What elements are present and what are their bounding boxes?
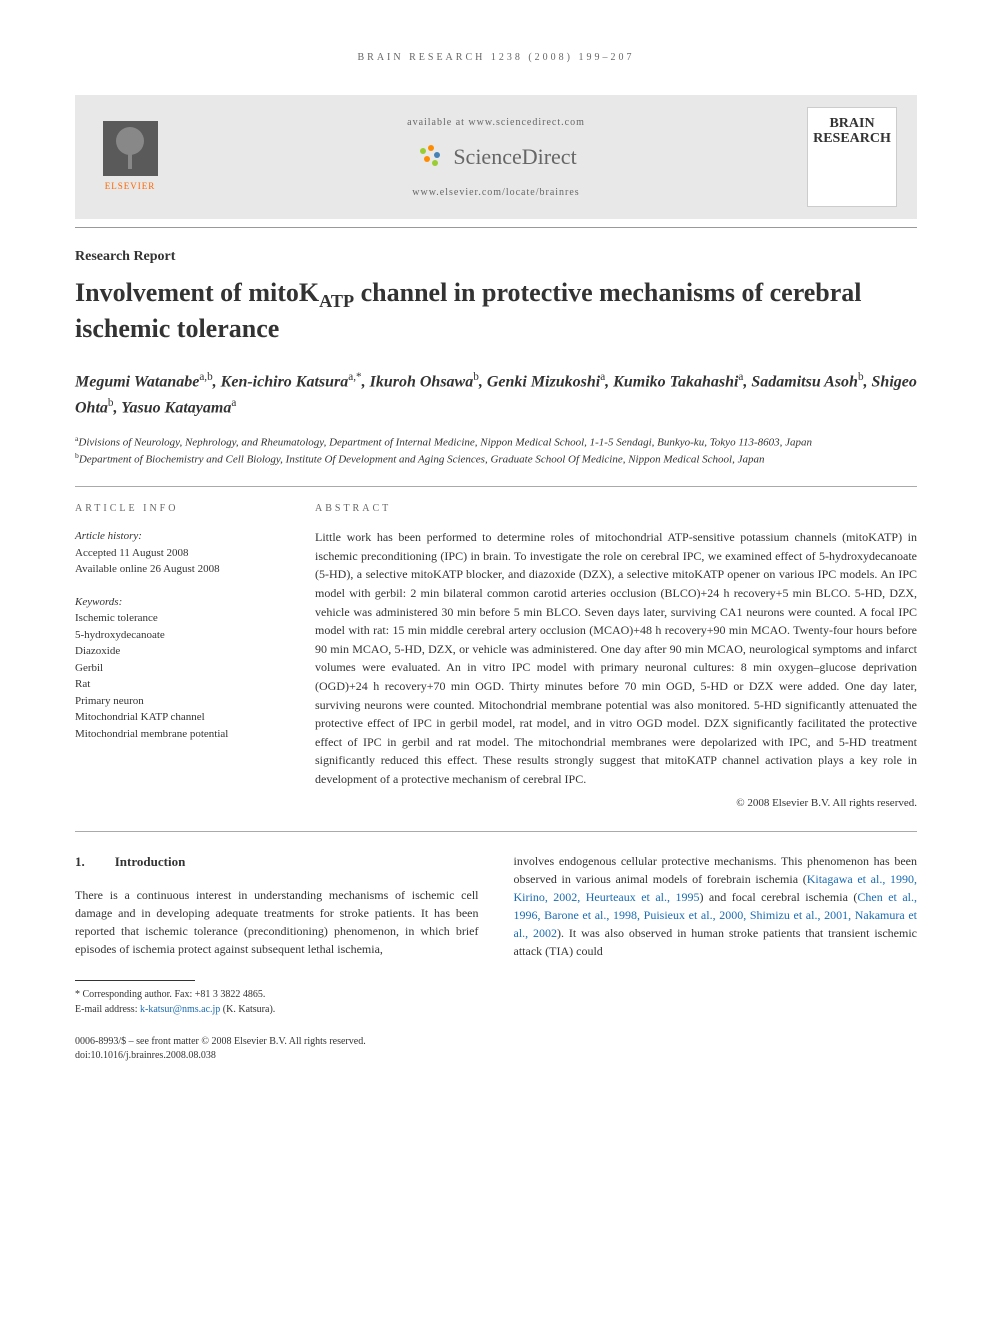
keyword: Rat — [75, 676, 275, 693]
journal-cover: BRAIN RESEARCH — [807, 107, 897, 207]
body-col-right: involves endogenous cellular protective … — [514, 852, 918, 1017]
journal-cover-line1: BRAIN — [829, 116, 874, 131]
author-4: Genki Mizukoshi — [487, 374, 600, 391]
title-part1: Involvement of mitoK — [75, 278, 319, 307]
keyword: Primary neuron — [75, 693, 275, 710]
journal-url[interactable]: www.elsevier.com/locate/brainres — [185, 185, 807, 200]
authors: Megumi Watanabea,b, Ken-ichiro Katsuraa,… — [75, 369, 917, 420]
author-5: Kumiko Takahashi — [613, 374, 738, 391]
email-label: E-mail address: — [75, 1004, 140, 1015]
article-title: Involvement of mitoKATP channel in prote… — [75, 277, 917, 345]
section-1-heading: 1. Introduction — [75, 852, 479, 872]
sciencedirect-icon — [415, 141, 445, 171]
affiliation-b: bDepartment of Biochemistry and Cell Bio… — [75, 451, 917, 468]
affiliation-a: aDivisions of Neurology, Nephrology, and… — [75, 434, 917, 451]
article-type: Research Report — [75, 246, 917, 267]
keyword: Gerbil — [75, 660, 275, 677]
author-2-aff: a, — [348, 371, 356, 383]
keyword: Mitochondrial membrane potential — [75, 726, 275, 743]
author-6: Sadamitsu Asoh — [751, 374, 858, 391]
author-3-aff: b — [473, 371, 479, 383]
keyword: Mitochondrial KATP channel — [75, 709, 275, 726]
email-line: E-mail address: k-katsur@nms.ac.jp (K. K… — [75, 1002, 479, 1017]
corresponding-author: * Corresponding author. Fax: +81 3 3822 … — [75, 987, 479, 1002]
online-date: Available online 26 August 2008 — [75, 561, 275, 578]
keyword: 5-hydroxydecanoate — [75, 627, 275, 644]
article-history: Article history: Accepted 11 August 2008… — [75, 528, 275, 578]
author-1: Megumi Watanabe — [75, 374, 199, 391]
footnotes: * Corresponding author. Fax: +81 3 3822 … — [75, 987, 479, 1017]
footer: 0006-8993/$ – see front matter © 2008 El… — [75, 1035, 917, 1063]
corr-label: * Corresponding author. — [75, 989, 172, 1000]
banner-center: available at www.sciencedirect.com Scien… — [185, 115, 807, 200]
footer-line1: 0006-8993/$ – see front matter © 2008 El… — [75, 1035, 917, 1049]
intro-para-1: There is a continuous interest in unders… — [75, 886, 479, 958]
author-2-corr: * — [356, 371, 362, 383]
col2-text-c: ). It was also observed in human stroke … — [514, 926, 918, 958]
body-col-left: 1. Introduction There is a continuous int… — [75, 852, 479, 1017]
sciencedirect-logo: ScienceDirect — [185, 140, 807, 173]
title-subscript: ATP — [319, 291, 354, 311]
author-8: Yasuo Katayama — [121, 399, 231, 416]
divider — [75, 227, 917, 228]
author-1-aff: a,b — [199, 371, 212, 383]
available-text: available at www.sciencedirect.com — [185, 115, 807, 130]
abstract-text: Little work has been performed to determ… — [315, 528, 917, 788]
footer-line2: doi:10.1016/j.brainres.2008.08.038 — [75, 1049, 917, 1063]
intro-para-2: involves endogenous cellular protective … — [514, 852, 918, 960]
section-title: Introduction — [115, 854, 186, 869]
history-label: Article history: — [75, 528, 275, 545]
author-5-aff: a — [738, 371, 743, 383]
author-2: Ken-ichiro Katsura — [221, 374, 349, 391]
body-columns: 1. Introduction There is a continuous int… — [75, 852, 917, 1017]
keyword: Ischemic tolerance — [75, 610, 275, 627]
abstract-copyright: © 2008 Elsevier B.V. All rights reserved… — [315, 795, 917, 812]
footnote-divider — [75, 980, 195, 981]
author-3: Ikuroh Ohsawa — [370, 374, 474, 391]
elsevier-tree-icon — [103, 121, 158, 176]
elsevier-logo: ELSEVIER — [95, 117, 165, 197]
running-head: BRAIN RESEARCH 1238 (2008) 199–207 — [75, 50, 917, 65]
elsevier-label: ELSEVIER — [105, 180, 156, 194]
divider — [75, 486, 917, 487]
keywords-block: Keywords: Ischemic tolerance 5-hydroxyde… — [75, 594, 275, 743]
abstract-heading: ABSTRACT — [315, 501, 917, 516]
keyword: Diazoxide — [75, 643, 275, 660]
corr-fax: Fax: +81 3 3822 4865. — [172, 989, 265, 1000]
sciencedirect-text: ScienceDirect — [453, 140, 576, 173]
author-6-aff: b — [858, 371, 864, 383]
col2-text-b: ) and focal cerebral ischemia ( — [699, 890, 857, 904]
email-link[interactable]: k-katsur@nms.ac.jp — [140, 1004, 220, 1015]
author-8-aff: a — [231, 397, 236, 409]
info-abstract-row: ARTICLE INFO Article history: Accepted 1… — [75, 501, 917, 811]
journal-cover-line2: RESEARCH — [813, 131, 891, 146]
article-info-heading: ARTICLE INFO — [75, 501, 275, 516]
article-info: ARTICLE INFO Article history: Accepted 1… — [75, 501, 275, 811]
keywords-label: Keywords: — [75, 594, 275, 611]
accepted-date: Accepted 11 August 2008 — [75, 545, 275, 562]
author-7-aff: b — [108, 397, 114, 409]
header-banner: ELSEVIER available at www.sciencedirect.… — [75, 95, 917, 219]
author-4-aff: a — [600, 371, 605, 383]
divider — [75, 831, 917, 832]
abstract: ABSTRACT Little work has been performed … — [315, 501, 917, 811]
affiliations: aDivisions of Neurology, Nephrology, and… — [75, 434, 917, 468]
section-num: 1. — [75, 854, 85, 869]
email-suffix: (K. Katsura). — [220, 1004, 275, 1015]
